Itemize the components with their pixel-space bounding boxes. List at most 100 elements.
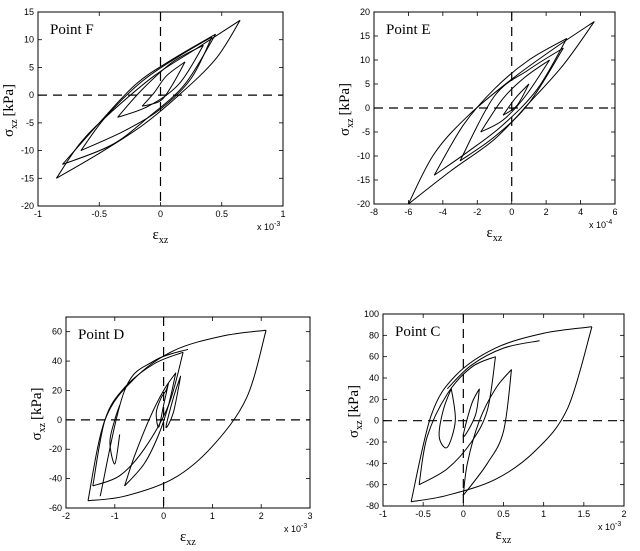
hysteresis-branch-6 [462,369,512,496]
y-tick-label: 0 [57,415,62,425]
x-scale-base: x 10 [257,222,274,232]
y-tick-label: -5 [362,127,370,137]
hysteresis-branch-4 [92,352,184,487]
y-axis-symbol: σ [337,128,353,136]
x-tick-label: 2 [259,511,264,521]
y-tick-label: 0 [29,90,34,100]
y-axis-unit: [kPa] [29,387,45,420]
hysteresis-branch-10 [141,61,186,107]
x-axis-label: εxz [153,227,169,246]
hysteresis-branch-7 [480,59,550,133]
y-tick-label: 40 [52,356,62,366]
y-axis-subscript: xz [354,420,365,430]
y-tick-label: -20 [357,199,370,209]
x-tick-label: 1 [210,511,215,521]
x-tick-label: 0.5 [215,209,228,219]
y-tick-label: 5 [29,62,34,72]
hysteresis-branch-5 [459,47,564,162]
x-tick-label: -2 [473,207,481,217]
x-scale-note: x 10-4 [589,219,612,230]
y-axis-label: σxz [kPa] [346,385,365,438]
x-scale-exponent: -3 [301,523,307,530]
x-scale-note: x 10-3 [257,221,280,232]
y-tick-label: -60 [366,480,379,490]
x-axis-subscript: xz [502,535,512,546]
hysteresis-branch-3 [62,33,216,165]
y-tick-label: 20 [52,385,62,395]
hysteresis-branch-2 [56,20,241,179]
x-scale-note: x 10-3 [598,521,621,532]
panel-point-c: -1 -0.5 0 0.5 1 1.5 2 -80 -60 -40 -20 0 20 40 60 80 100 P… [346,309,627,546]
x-tick-label: 1 [541,509,546,519]
x-scale-note: x 10-3 [284,523,307,534]
y-tick-label: 10 [24,35,34,45]
y-tick-label: 5 [365,79,370,89]
y-tick-label: -40 [366,458,379,468]
hysteresis-branch-4 [434,38,568,176]
y-axis-label: σxz [kPa] [29,387,48,440]
y-tick-label: 10 [360,55,370,65]
y-tick-label: 60 [52,327,62,337]
hysteresis-branch-7 [124,372,177,487]
x-axis-symbol: ε [487,225,493,241]
hysteresis-branch-1 [87,329,267,501]
y-axis-unit: [kPa] [346,385,362,418]
x-tick-label: 0 [461,509,466,519]
y-axis-subscript: xz [345,118,356,128]
hysteresis-branch-6 [459,47,564,162]
y-tick-label: -20 [21,201,34,211]
x-scale-exponent: -3 [274,221,280,228]
x-tick-label: -0.5 [91,209,107,219]
x-tick-label: 1.5 [578,509,591,519]
x-tick-label: -4 [439,207,447,217]
y-tick-label: 20 [360,7,370,17]
hysteresis-branch-10 [502,83,530,116]
hysteresis-branch-1 [407,21,595,205]
x-tick-label: 0 [161,511,166,521]
hysteresis-branch-3 [433,37,568,176]
y-tick-label: -60 [49,503,62,513]
x-axis-subscript: xz [493,233,503,244]
x-scale-exponent: -3 [615,521,621,528]
hysteresis-branch-7 [462,369,512,496]
y-tick-label: -10 [357,151,370,161]
x-tick-label: 1 [280,209,285,219]
hysteresis-branch-5 [99,348,189,497]
hysteresis-branch-6 [109,405,121,465]
y-axis-label: σxz [kPa] [1,84,20,137]
hysteresis-branch-5 [80,36,213,151]
y-axis-symbol: σ [1,129,17,137]
y-tick-label: 0 [374,416,379,426]
hysteresis-branch-9 [462,388,480,438]
panel-title: Point F [50,22,94,38]
y-tick-label: 40 [369,373,379,383]
y-tick-label: 20 [369,394,379,404]
y-tick-label: 60 [369,352,379,362]
x-tick-label: 4 [578,207,583,217]
y-tick-label: 0 [365,103,370,113]
hysteresis-branch-8 [480,59,551,133]
y-tick-label: -80 [366,501,379,511]
panel-title: Point E [386,22,431,38]
y-tick-label: -15 [21,173,34,183]
y-tick-label: -5 [26,118,34,128]
hysteresis-branch-7 [117,44,204,118]
x-scale-base: x 10 [589,220,606,230]
axes-box [65,316,311,509]
y-axis-unit: [kPa] [1,84,17,117]
x-tick-label: 2 [544,207,549,217]
y-tick-label: 15 [360,31,370,41]
y-tick-label: -40 [49,474,62,484]
x-tick-label: -1 [379,509,387,519]
hysteresis-branch-2 [87,330,267,502]
x-axis-symbol: ε [153,227,159,243]
x-tick-label: -6 [404,207,412,217]
x-scale-exponent: -4 [606,219,612,226]
hysteresis-branch-2 [408,21,595,205]
y-tick-label: -20 [49,444,62,454]
y-axis-subscript: xz [9,119,20,129]
x-axis-label: εxz [180,529,196,548]
